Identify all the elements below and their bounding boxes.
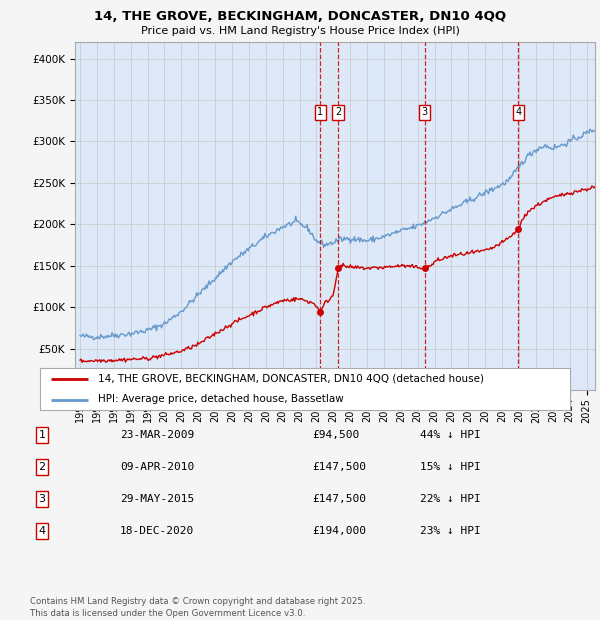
Text: 29-MAY-2015: 29-MAY-2015 bbox=[120, 494, 194, 504]
Text: 2: 2 bbox=[38, 462, 46, 472]
Text: 15% ↓ HPI: 15% ↓ HPI bbox=[420, 462, 481, 472]
Text: 09-APR-2010: 09-APR-2010 bbox=[120, 462, 194, 472]
Text: 1: 1 bbox=[38, 430, 46, 440]
Text: 3: 3 bbox=[38, 494, 46, 504]
Text: This data is licensed under the Open Government Licence v3.0.: This data is licensed under the Open Gov… bbox=[30, 608, 305, 618]
Text: 14, THE GROVE, BECKINGHAM, DONCASTER, DN10 4QQ: 14, THE GROVE, BECKINGHAM, DONCASTER, DN… bbox=[94, 10, 506, 23]
Text: 18-DEC-2020: 18-DEC-2020 bbox=[120, 526, 194, 536]
Text: 4: 4 bbox=[38, 526, 46, 536]
Text: HPI: Average price, detached house, Bassetlaw: HPI: Average price, detached house, Bass… bbox=[98, 394, 344, 404]
Text: 22% ↓ HPI: 22% ↓ HPI bbox=[420, 494, 481, 504]
Text: £94,500: £94,500 bbox=[312, 430, 359, 440]
Text: 1: 1 bbox=[317, 107, 323, 117]
Text: Price paid vs. HM Land Registry's House Price Index (HPI): Price paid vs. HM Land Registry's House … bbox=[140, 26, 460, 36]
Text: 14, THE GROVE, BECKINGHAM, DONCASTER, DN10 4QQ (detached house): 14, THE GROVE, BECKINGHAM, DONCASTER, DN… bbox=[98, 373, 484, 384]
Text: 4: 4 bbox=[515, 107, 521, 117]
Text: 44% ↓ HPI: 44% ↓ HPI bbox=[420, 430, 481, 440]
Text: 3: 3 bbox=[422, 107, 428, 117]
Text: 23% ↓ HPI: 23% ↓ HPI bbox=[420, 526, 481, 536]
Text: £147,500: £147,500 bbox=[312, 494, 366, 504]
Text: Contains HM Land Registry data © Crown copyright and database right 2025.: Contains HM Land Registry data © Crown c… bbox=[30, 598, 365, 606]
Text: 2: 2 bbox=[335, 107, 341, 117]
Text: £147,500: £147,500 bbox=[312, 462, 366, 472]
Bar bbox=[320, 42, 338, 390]
Text: 23-MAR-2009: 23-MAR-2009 bbox=[120, 430, 194, 440]
Text: £194,000: £194,000 bbox=[312, 526, 366, 536]
